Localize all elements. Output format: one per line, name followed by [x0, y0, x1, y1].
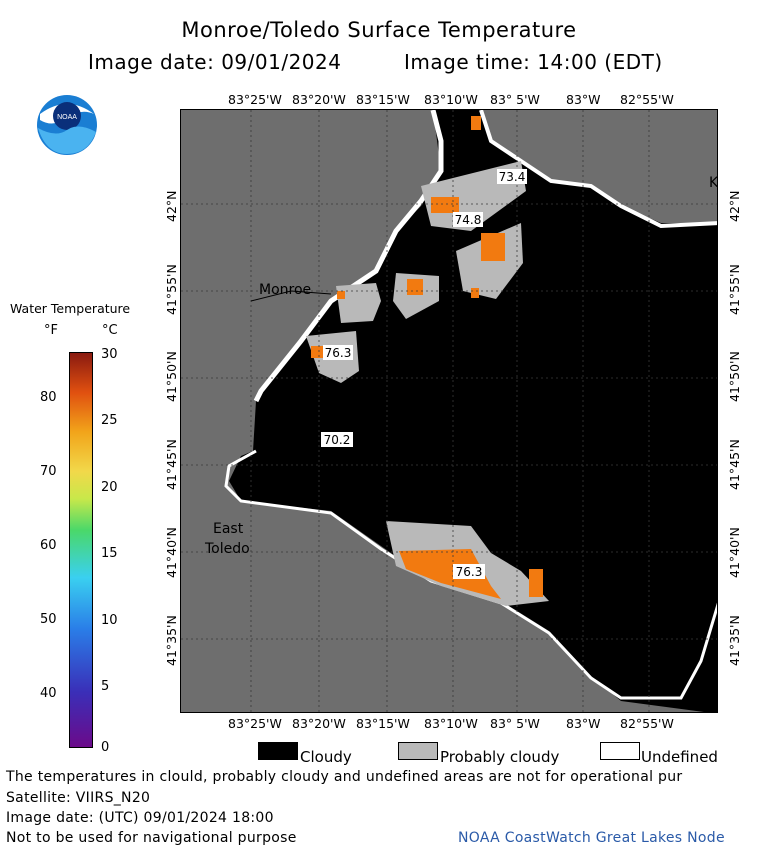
lat-label-right: 41°45'N	[727, 439, 742, 490]
map-panel: 73.4 74.8 76.3 70.2 76.3 Monroe East Tol…	[180, 109, 718, 713]
footer-satellite: Satellite: VIIRS_N20	[6, 790, 151, 806]
footer-credit: NOAA CoastWatch Great Lakes Node	[458, 830, 725, 846]
lon-label-bottom: 83° 5'W	[490, 716, 540, 731]
legend-label-undefined: Undefined	[641, 748, 718, 766]
lon-label-top: 83° 5'W	[490, 92, 540, 107]
lon-label-bottom: 83°20'W	[292, 716, 346, 731]
legend-swatch-undefined	[600, 742, 640, 760]
c-tick: 15	[101, 546, 118, 561]
lat-label-right: 41°55'N	[727, 264, 742, 315]
warm-patch	[311, 346, 323, 358]
warm-patch	[529, 569, 543, 597]
image-time: Image time: 14:00 (EDT)	[404, 50, 663, 74]
c-tick: 25	[101, 413, 118, 428]
temp-label: 70.2	[324, 433, 351, 447]
lat-label-right: 41°35'N	[727, 615, 742, 666]
c-tick: 5	[101, 679, 110, 694]
lat-label-left: 41°55'N	[164, 264, 179, 315]
svg-text:NOAA: NOAA	[57, 114, 77, 121]
lake-cloud	[229, 110, 717, 712]
lon-label-bottom: 83°10'W	[424, 716, 478, 731]
legend-swatch-cloudy	[258, 742, 298, 760]
lat-label-left: 41°50'N	[164, 351, 179, 402]
f-tick: 50	[40, 612, 57, 627]
warm-patch	[471, 116, 481, 130]
place-monroe: Monroe	[259, 282, 311, 298]
footer-utc-date: Image date: (UTC) 09/01/2024 18:00	[6, 810, 274, 826]
c-tick: 20	[101, 480, 118, 495]
footer-nav-warning: Not to be used for navigational purpose	[6, 830, 297, 846]
lat-label-right: 41°50'N	[727, 351, 742, 402]
footer-note: The temperatures in clould, probably clo…	[6, 769, 683, 785]
lat-label-left: 42°N	[164, 190, 179, 222]
map-svg: 73.4 74.8 76.3 70.2 76.3 Monroe East Tol…	[181, 110, 718, 712]
place-labels: Monroe East Toledo K	[204, 175, 718, 557]
shore-undefined	[253, 110, 444, 403]
lon-label-top: 83°W	[566, 92, 601, 107]
c-tick: 30	[101, 347, 118, 362]
warm-patch	[481, 233, 505, 261]
c-tick: 10	[101, 613, 118, 628]
lon-label-top: 83°15'W	[356, 92, 410, 107]
legend-label-probably-cloudy: Probably cloudy	[440, 748, 560, 766]
river	[250, 290, 332, 302]
warm-patch	[471, 288, 479, 298]
legend-swatch-probably-cloudy	[398, 742, 438, 760]
f-tick: 70	[40, 464, 57, 479]
lon-label-top: 83°25'W	[228, 92, 282, 107]
shore-undefined	[479, 110, 717, 229]
legend-label-cloudy: Cloudy	[300, 748, 352, 766]
lat-label-left: 41°40'N	[164, 527, 179, 578]
lon-label-bottom: 83°25'W	[228, 716, 282, 731]
f-tick: 60	[40, 538, 57, 553]
warm-patch	[337, 291, 345, 299]
lon-label-top: 83°10'W	[424, 92, 478, 107]
lon-label-top: 82°55'W	[620, 92, 674, 107]
map-title: Monroe/Toledo Surface Temperature	[181, 18, 577, 42]
graticule	[181, 110, 717, 712]
colorbar	[69, 352, 93, 748]
place-east-toledo: Toledo	[204, 541, 250, 557]
prob-cloud	[393, 273, 439, 319]
warm-patch	[431, 197, 459, 213]
f-tick: 40	[40, 686, 57, 701]
temp-label: 76.3	[325, 346, 352, 360]
temp-label: 74.8	[455, 213, 482, 227]
image-date: Image date: 09/01/2024	[88, 50, 342, 74]
place-k: K	[709, 175, 718, 191]
unit-fahrenheit: °F	[44, 323, 58, 338]
f-tick: 80	[40, 390, 57, 405]
warm-patch	[407, 279, 423, 295]
lon-label-top: 83°20'W	[292, 92, 346, 107]
lat-label-left: 41°35'N	[164, 615, 179, 666]
lon-label-bottom: 82°55'W	[620, 716, 674, 731]
colorbar-title: Water Temperature	[10, 301, 131, 316]
lat-label-right: 41°40'N	[727, 527, 742, 578]
unit-celsius: °C	[102, 323, 118, 338]
temp-labels: 73.4 74.8 76.3 70.2 76.3	[321, 169, 527, 579]
temp-label: 73.4	[499, 170, 526, 184]
prob-cloud	[336, 283, 381, 323]
c-tick: 0	[101, 740, 110, 755]
temp-label: 76.3	[456, 565, 483, 579]
lat-label-right: 42°N	[727, 190, 742, 222]
warm-patch	[399, 549, 501, 599]
lon-label-bottom: 83°15'W	[356, 716, 410, 731]
noaa-logo: NOAA	[36, 94, 98, 156]
place-east-toledo: East	[213, 521, 244, 537]
lon-label-bottom: 83°W	[566, 716, 601, 731]
lat-label-left: 41°45'N	[164, 439, 179, 490]
